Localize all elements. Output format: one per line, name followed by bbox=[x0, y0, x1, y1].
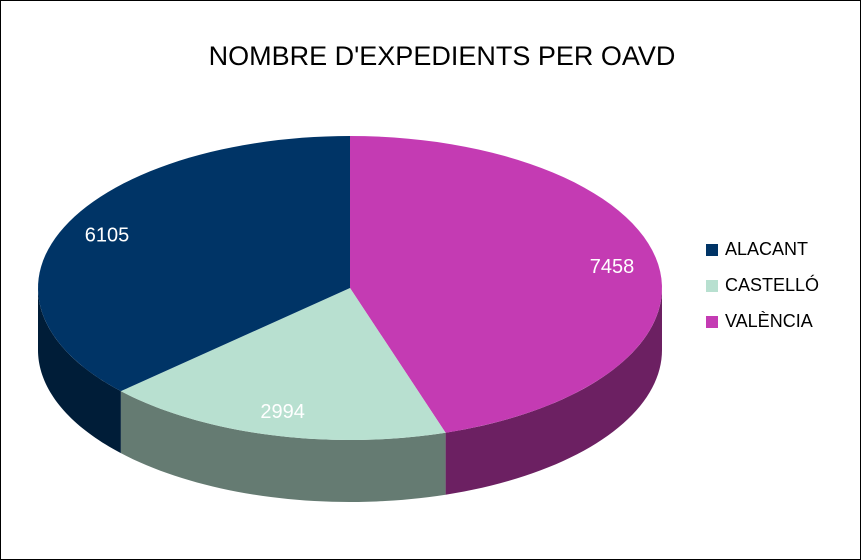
slice bbox=[120, 288, 446, 440]
legend-label: ALACANT bbox=[725, 239, 808, 259]
slice bbox=[38, 136, 350, 392]
legend-swatch bbox=[706, 244, 718, 256]
legend-label: CASTELLÓ bbox=[725, 274, 819, 295]
slice-side bbox=[120, 391, 446, 502]
legend-label: VALÈNCIA bbox=[725, 311, 813, 331]
slice-side bbox=[445, 288, 662, 495]
data-label: 2994 bbox=[260, 401, 305, 423]
slice-side bbox=[38, 288, 121, 454]
data-label: 7458 bbox=[590, 256, 635, 278]
data-label: 6105 bbox=[85, 224, 130, 246]
legend-swatch bbox=[706, 316, 718, 328]
legend-swatch bbox=[706, 280, 718, 292]
slice bbox=[350, 136, 662, 433]
chart-title: NOMBRE D'EXPEDIENTS PER OAVD bbox=[209, 41, 676, 71]
